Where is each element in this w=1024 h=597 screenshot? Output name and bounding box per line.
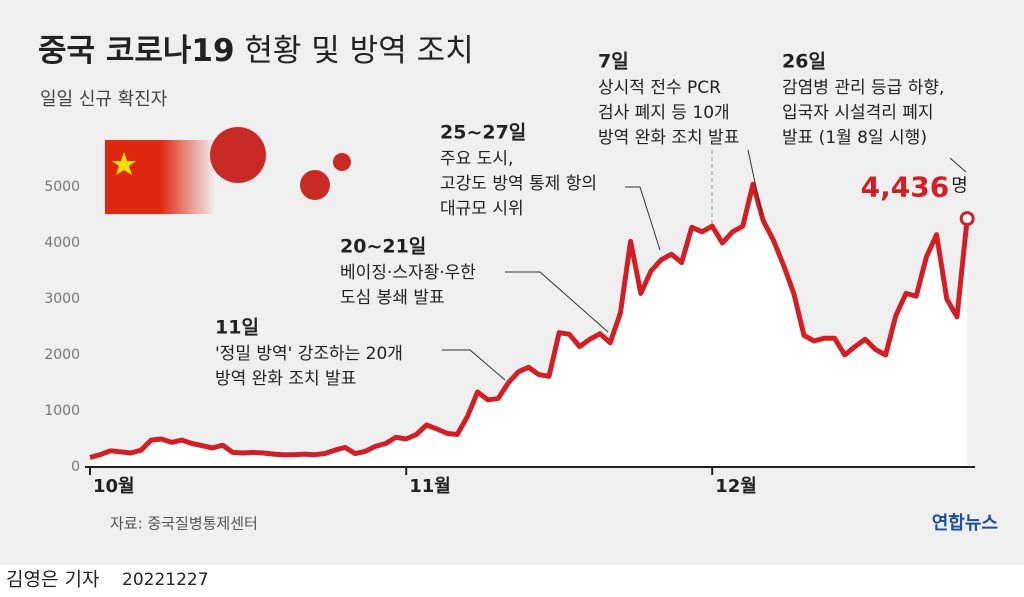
annotation-date: 20~21일 (340, 236, 426, 258)
annotation-leader (949, 157, 967, 173)
flag (105, 140, 215, 214)
annotation-text: 발표 (1월 8일 시행) (782, 128, 927, 148)
line (89, 181, 970, 460)
reporter: 김영은 기자 (6, 569, 99, 591)
y-tick-label: 5000 (44, 179, 80, 195)
last-point (959, 211, 975, 227)
annotation-text: 방역 완화 조치 발표 (215, 369, 356, 389)
annotation-text: 주요 도시, (440, 149, 513, 169)
annotation-text: 도심 봉쇄 발표 (340, 288, 445, 308)
area (90, 184, 968, 467)
annotation-leader (505, 271, 609, 333)
value-label: 4,436 (861, 171, 950, 204)
annotation-date: 25~27일 (440, 122, 526, 144)
annotation-text: 방역 완화 조치 발표 (598, 128, 739, 148)
x-tick-label: 11월 (409, 476, 451, 497)
annotation-leader (747, 149, 763, 216)
annotation-text: 베이징·스자좡·우한 (340, 263, 476, 283)
annotation-text: 고강도 방역 통제 항의 (440, 174, 597, 194)
annotation-text: 대규모 시위 (440, 199, 524, 219)
x-tick-label: 12월 (715, 476, 757, 497)
y-tick-label: 2000 (44, 347, 80, 363)
annotation-text: 감염병 관리 등급 하향, (782, 78, 944, 98)
virus-icons (210, 127, 351, 200)
annotation-date: 11일 (215, 317, 259, 339)
title-rest: 현황 및 방역 조치 (244, 33, 473, 69)
annotation-text: 상시적 전수 PCR (598, 78, 721, 98)
annotation-text: 검사 폐지 등 10개 (598, 103, 730, 123)
source: 자료: 중국질병통제센터 (110, 515, 258, 533)
subtitle: 일일 신규 확진자 (40, 89, 168, 110)
x-tick-label: 10월 (93, 476, 135, 497)
annotation-date: 7일 (598, 51, 629, 73)
annotation-text: '정밀 방역' 강조하는 20개 (215, 344, 403, 364)
y-tick-label: 0 (71, 459, 80, 475)
value-unit: 명 (951, 176, 968, 197)
y-tick-label: 4000 (44, 235, 80, 251)
y-tick-label: 3000 (44, 291, 80, 307)
flag-star (112, 152, 136, 175)
logo: 연합뉴스 (932, 512, 998, 534)
date: 20221227 (122, 570, 209, 590)
y-tick-label: 1000 (44, 403, 80, 419)
title-bold: 중국 코로나19 (38, 33, 235, 69)
annotation-text: 입국자 시설격리 폐지 (782, 103, 934, 123)
annotation-leader (625, 186, 661, 251)
chart-background (0, 0, 1024, 565)
chart-title: 중국 코로나19 현황 및 방역 조치 (38, 33, 474, 69)
annotation-date: 26일 (782, 51, 826, 73)
annotation-leader (442, 349, 506, 381)
